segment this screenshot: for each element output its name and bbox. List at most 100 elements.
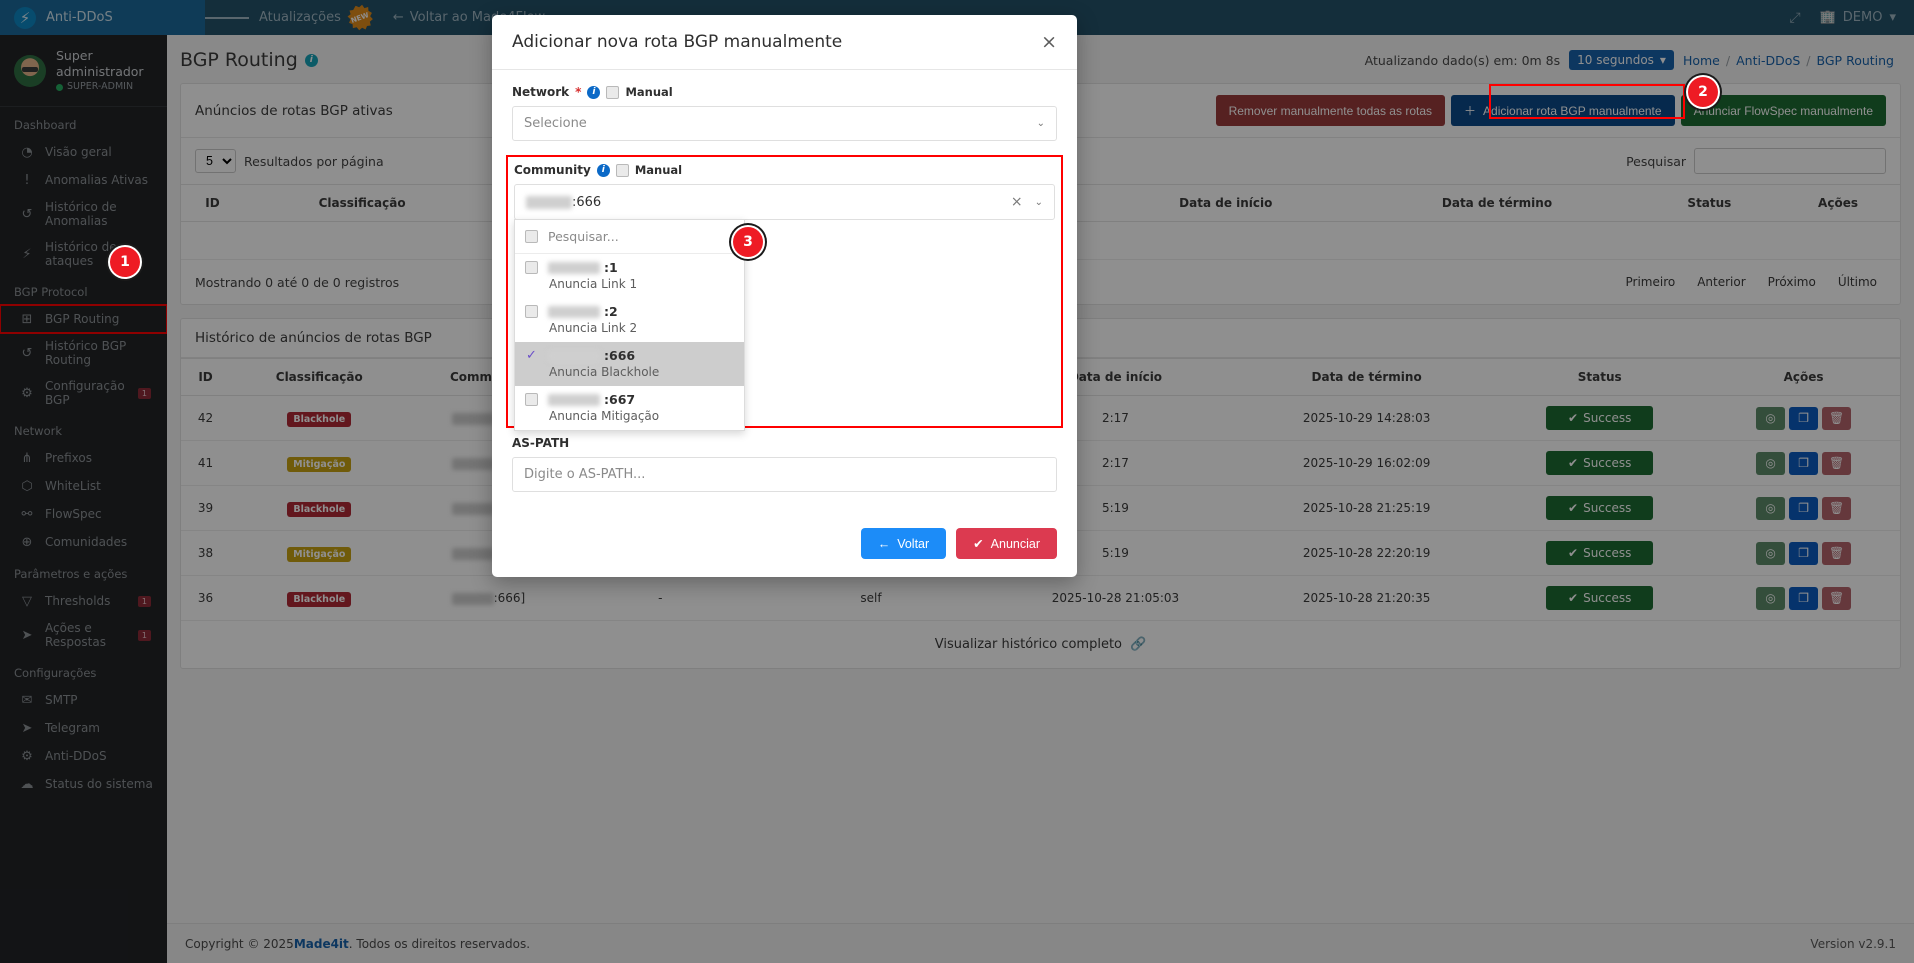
column-header[interactable]: Data de término bbox=[1241, 358, 1493, 396]
add-bgp-route-button[interactable]: ＋ Adicionar rota BGP manualmente bbox=[1451, 95, 1675, 126]
community-selected-value: :666 bbox=[572, 194, 602, 210]
sidebar-item-hist-rico-bgp-routing[interactable]: ↺ Histórico BGP Routing bbox=[0, 333, 167, 373]
column-header[interactable]: Classificação bbox=[244, 184, 481, 222]
brand-area[interactable]: ⚡ Anti-DDoS bbox=[0, 0, 205, 35]
view-action-button[interactable]: ◎ bbox=[1756, 406, 1786, 430]
copy-action-button[interactable]: ❐ bbox=[1789, 406, 1819, 430]
sidebar-item-label: Histórico BGP Routing bbox=[45, 339, 127, 368]
refresh-interval-select[interactable]: 10 segundos ▾ bbox=[1569, 50, 1674, 70]
copy-action-button[interactable]: ❐ bbox=[1789, 496, 1819, 520]
option-checkbox[interactable] bbox=[525, 393, 538, 406]
column-header[interactable]: ID bbox=[181, 358, 231, 396]
community-select[interactable]: :666 × ⌄ bbox=[514, 184, 1055, 220]
sidebar-item-label: Thresholds bbox=[45, 594, 111, 609]
search-input[interactable] bbox=[1694, 148, 1886, 174]
cell-actions: ◎ ❐ 🗑 bbox=[1707, 530, 1900, 576]
delete-action-button[interactable]: 🗑 bbox=[1822, 406, 1852, 430]
column-header[interactable]: Status bbox=[1642, 184, 1777, 222]
sidebar-item-bgp-routing[interactable]: ⊞ BGP Routing bbox=[0, 304, 167, 335]
network-icon: ⋔ bbox=[21, 450, 33, 466]
org-label: DEMO bbox=[1842, 10, 1883, 25]
info-icon[interactable]: i bbox=[587, 85, 601, 99]
updates-link[interactable]: Atualizações NEW bbox=[249, 5, 383, 31]
sidebar-item-flowspec[interactable]: ⚯ FlowSpec bbox=[0, 500, 167, 528]
copyright-post: . Todos os direitos reservados. bbox=[348, 936, 531, 951]
breadcrumb-antiddos[interactable]: Anti-DDoS bbox=[1736, 52, 1801, 68]
step-marker-2: 2 bbox=[1688, 77, 1718, 107]
column-header[interactable]: Ações bbox=[1707, 358, 1900, 396]
pagination-anterior[interactable]: Anterior bbox=[1697, 275, 1746, 289]
copy-action-button[interactable]: ❐ bbox=[1789, 586, 1819, 610]
dropdown-option[interactable]: :1 Anuncia Link 1 bbox=[515, 254, 744, 298]
aspath-input[interactable]: Digite o AS-PATH... bbox=[512, 457, 1057, 492]
announce-flowspec-button[interactable]: Anunciar FlowSpec manualmente bbox=[1680, 95, 1886, 126]
dropdown-search-row[interactable]: Pesquisar... bbox=[515, 220, 744, 254]
sidebar-item-whitelist[interactable]: ⬡ WhiteList bbox=[0, 472, 167, 500]
modal-footer: ← Voltar ✔ Anunciar bbox=[492, 516, 1077, 577]
dropdown-option-code: :666 bbox=[604, 348, 636, 363]
sidebar-item-anti-ddos[interactable]: ⚙ Anti-DDoS bbox=[0, 742, 167, 770]
view-action-button[interactable]: ◎ bbox=[1756, 541, 1786, 565]
sidebar-item-comunidades[interactable]: ⊕ Comunidades bbox=[0, 528, 167, 556]
view-full-history-link[interactable]: Visualizar histórico completo 🔗 bbox=[181, 621, 1900, 668]
sidebar-item-status-do-sistema[interactable]: ☁ Status do sistema bbox=[0, 770, 167, 798]
per-page-select[interactable]: 5 bbox=[195, 149, 236, 173]
view-action-button[interactable]: ◎ bbox=[1756, 496, 1786, 520]
clear-icon[interactable]: × bbox=[1010, 194, 1023, 210]
expand-icon[interactable]: ⤢ bbox=[1789, 9, 1800, 26]
column-header[interactable]: Classificação bbox=[230, 358, 409, 396]
community-manual-checkbox[interactable] bbox=[615, 163, 629, 177]
close-icon[interactable]: × bbox=[1041, 30, 1057, 53]
network-manual-checkbox[interactable] bbox=[606, 85, 620, 99]
sidebar-item-telegram[interactable]: ➤ Telegram bbox=[0, 714, 167, 742]
option-checkbox[interactable] bbox=[525, 305, 538, 318]
sidebar-item-prefixos[interactable]: ⋔ Prefixos bbox=[0, 444, 167, 472]
history-icon: ↺ bbox=[21, 206, 33, 222]
active-routes-actions: Remover manualmente todas as rotas ＋ Adi… bbox=[1215, 95, 1886, 126]
column-header[interactable]: Status bbox=[1492, 358, 1708, 396]
sidebar-item-configura-o-bgp[interactable]: ⚙ Configuração BGP 1 bbox=[0, 373, 167, 413]
breadcrumb-home[interactable]: Home bbox=[1682, 52, 1720, 68]
pagination-primeiro[interactable]: Primeiro bbox=[1625, 275, 1676, 289]
info-icon[interactable]: i bbox=[304, 53, 318, 67]
column-header[interactable]: ID bbox=[181, 184, 245, 222]
sidebar-item-a-es-e-respostas[interactable]: ➤ Ações e Respostas 1 bbox=[0, 615, 167, 655]
sidebar-item-hist-rico-de-anomalias[interactable]: ↺ Histórico de Anomalias bbox=[0, 194, 167, 234]
announce-button[interactable]: ✔ Anunciar bbox=[956, 528, 1057, 559]
dropdown-option[interactable]: :667 Anuncia Mitigação bbox=[515, 386, 744, 430]
chevron-down-icon: ⌄ bbox=[1036, 118, 1045, 129]
column-header[interactable]: Data de início bbox=[1100, 184, 1352, 222]
org-selector[interactable]: 🏢 DEMO ▾ bbox=[1820, 10, 1896, 25]
sidebar-item-smtp[interactable]: ✉ SMTP bbox=[0, 686, 167, 714]
info-icon[interactable]: i bbox=[596, 163, 610, 177]
option-checkbox[interactable] bbox=[525, 261, 538, 274]
footer-brand-link[interactable]: Made4it bbox=[293, 936, 349, 951]
column-header[interactable]: Ações bbox=[1776, 184, 1900, 222]
sidebar-user[interactable]: Super administrador SUPER-ADMIN bbox=[0, 35, 167, 108]
breadcrumb: Home / Anti-DDoS / BGP Routing bbox=[1683, 53, 1894, 68]
copy-action-button[interactable]: ❐ bbox=[1789, 541, 1819, 565]
flow-icon: ⚯ bbox=[21, 506, 33, 522]
sidebar-item-thresholds[interactable]: ▽ Thresholds 1 bbox=[0, 587, 167, 615]
view-action-button[interactable]: ◎ bbox=[1756, 451, 1786, 475]
column-header[interactable]: Data de término bbox=[1351, 184, 1643, 222]
menu-toggle-icon[interactable] bbox=[205, 15, 250, 21]
delete-action-button[interactable]: 🗑 bbox=[1822, 496, 1852, 520]
dropdown-option[interactable]: :2 Anuncia Link 2 bbox=[515, 298, 744, 342]
view-action-button[interactable]: ◎ bbox=[1756, 586, 1786, 610]
sidebar-item-hist-rico-de-ataques[interactable]: ⚡ Histórico de ataques bbox=[0, 234, 167, 274]
sidebar-item-vis-o-geral[interactable]: ◔ Visão geral bbox=[0, 138, 167, 166]
network-select[interactable]: Selecione ⌄ bbox=[512, 106, 1057, 141]
remove-all-routes-button[interactable]: Remover manualmente todas as rotas bbox=[1215, 95, 1445, 126]
dropdown-option[interactable]: ✓:666 Anuncia Blackhole bbox=[515, 342, 744, 386]
copy-action-button[interactable]: ❐ bbox=[1789, 451, 1819, 475]
delete-action-button[interactable]: 🗑 bbox=[1822, 586, 1852, 610]
sidebar-item-anomalias-ativas[interactable]: ! Anomalias Ativas bbox=[0, 166, 167, 194]
pagination-próximo[interactable]: Próximo bbox=[1767, 275, 1816, 289]
history-title: Histórico de anúncios de rotas BGP bbox=[195, 330, 432, 346]
delete-action-button[interactable]: 🗑 bbox=[1822, 451, 1852, 475]
select-all-checkbox[interactable] bbox=[525, 230, 538, 243]
delete-action-button[interactable]: 🗑 bbox=[1822, 541, 1852, 565]
pagination-último[interactable]: Último bbox=[1837, 275, 1877, 289]
back-button[interactable]: ← Voltar bbox=[860, 528, 947, 559]
